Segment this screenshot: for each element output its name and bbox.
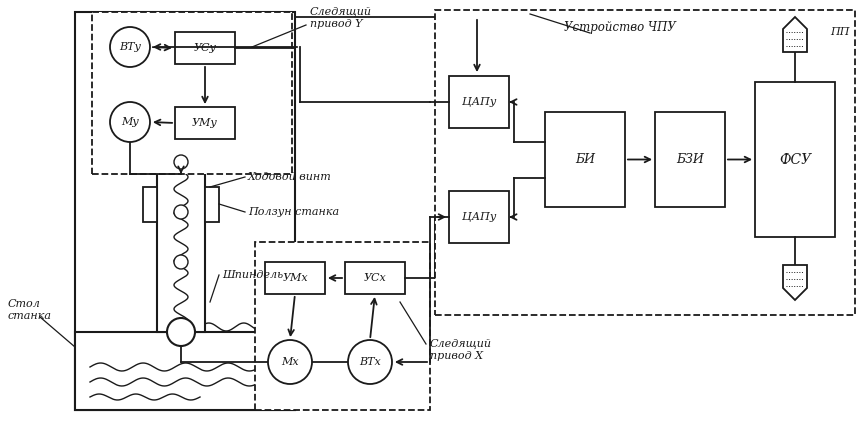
Text: БИ: БИ xyxy=(575,153,595,166)
Bar xyxy=(255,242,430,410)
Bar xyxy=(92,12,292,174)
Bar xyxy=(175,107,235,139)
Bar xyxy=(435,10,855,315)
Bar xyxy=(449,191,509,243)
Circle shape xyxy=(268,340,312,384)
Bar xyxy=(175,32,235,64)
Text: Ползун станка: Ползун станка xyxy=(248,207,340,217)
Circle shape xyxy=(174,155,188,169)
Text: БЗИ: БЗИ xyxy=(677,153,704,166)
Text: ПП: ПП xyxy=(830,27,850,37)
Text: УСу: УСу xyxy=(194,43,217,53)
Bar xyxy=(755,82,835,237)
Text: ФСУ: ФСУ xyxy=(779,152,811,167)
Circle shape xyxy=(174,255,188,269)
Text: Следящий
привод Y: Следящий привод Y xyxy=(310,7,372,29)
Text: УСх: УСх xyxy=(364,273,386,283)
Bar xyxy=(157,82,205,332)
Bar xyxy=(345,262,405,294)
Bar xyxy=(143,187,157,222)
Text: ЦАПу: ЦАПу xyxy=(462,212,496,222)
Text: Устройство ЧПУ: Устройство ЧПУ xyxy=(564,21,676,33)
Bar xyxy=(265,262,325,294)
Circle shape xyxy=(348,340,392,384)
Text: Ходовой винт: Ходовой винт xyxy=(248,172,332,182)
Text: Шпиндель: Шпиндель xyxy=(222,270,283,280)
Bar xyxy=(655,112,725,207)
Bar xyxy=(449,76,509,128)
Circle shape xyxy=(110,27,150,67)
Text: ВТу: ВТу xyxy=(119,42,141,52)
Bar xyxy=(75,12,295,410)
Text: ЦАПу: ЦАПу xyxy=(462,97,496,107)
Circle shape xyxy=(167,318,195,346)
Polygon shape xyxy=(783,265,807,300)
Text: Следящий
привод X: Следящий привод X xyxy=(430,339,492,361)
Bar xyxy=(75,332,295,410)
Text: Стол
станка: Стол станка xyxy=(8,299,52,321)
Circle shape xyxy=(110,102,150,142)
Text: УМу: УМу xyxy=(192,118,218,128)
Bar xyxy=(545,112,625,207)
Circle shape xyxy=(174,205,188,219)
Text: Мх: Мх xyxy=(281,357,299,367)
Bar xyxy=(205,187,219,222)
Text: ВТх: ВТх xyxy=(359,357,381,367)
Polygon shape xyxy=(783,17,807,52)
Text: УМх: УМх xyxy=(283,273,308,283)
Text: Му: Му xyxy=(121,117,139,127)
